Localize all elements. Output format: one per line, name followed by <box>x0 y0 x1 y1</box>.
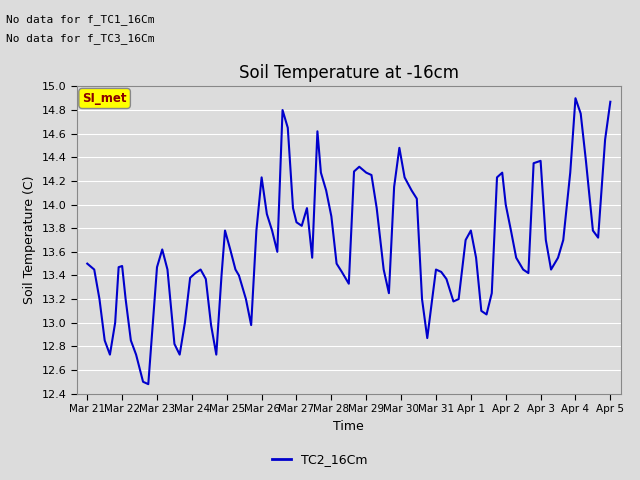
Text: No data for f_TC1_16Cm: No data for f_TC1_16Cm <box>6 13 155 24</box>
Title: Soil Temperature at -16cm: Soil Temperature at -16cm <box>239 64 459 82</box>
Legend: TC2_16Cm: TC2_16Cm <box>268 448 372 471</box>
Text: SI_met: SI_met <box>83 92 127 105</box>
Y-axis label: Soil Temperature (C): Soil Temperature (C) <box>23 176 36 304</box>
X-axis label: Time: Time <box>333 420 364 432</box>
Text: No data for f_TC3_16Cm: No data for f_TC3_16Cm <box>6 33 155 44</box>
